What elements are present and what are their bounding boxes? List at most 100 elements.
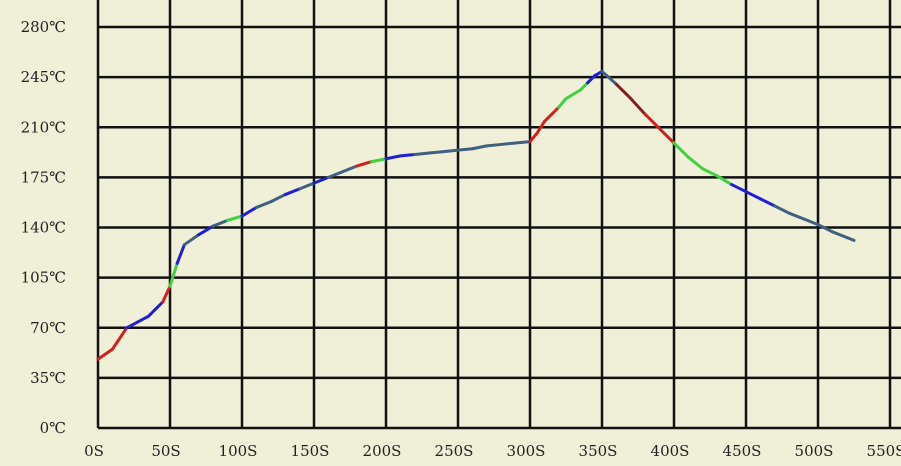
curve-point [313, 182, 315, 184]
curve-point [255, 206, 258, 209]
curve-segment [542, 105, 561, 124]
curve-point [298, 188, 301, 190]
curve-point [327, 176, 330, 179]
curve-segment [146, 300, 165, 318]
x-tick-label: 450S [723, 442, 762, 460]
y-tick-label: 140℃ [21, 219, 66, 237]
curve-segment [254, 200, 273, 209]
grid [96, 0, 901, 430]
curve-point [342, 170, 344, 173]
curve-point [716, 175, 718, 177]
x-tick-label: 500S [795, 442, 834, 460]
curve-segment [830, 230, 849, 240]
curve-segment [197, 224, 215, 237]
curve-segment [269, 193, 287, 204]
curve-segment [578, 81, 590, 92]
curve-point [162, 301, 164, 303]
y-tick-label: 210℃ [21, 118, 66, 136]
curve-segment [456, 147, 474, 152]
y-tick-label: 175℃ [21, 168, 66, 186]
temperature-curve [96, 69, 856, 361]
x-tick-label: 250S [435, 442, 474, 460]
curve-segment [168, 261, 179, 288]
curve-segment [161, 284, 172, 304]
curve-point [514, 142, 517, 144]
curve-point [241, 215, 243, 217]
curve-segment [110, 326, 129, 351]
curve-segment [658, 127, 676, 145]
curve-point [630, 97, 632, 100]
x-tick-label: 400S [651, 442, 690, 460]
curve-segment [535, 120, 546, 135]
curve-segment [298, 181, 316, 191]
curve-segment [773, 204, 791, 215]
curve-segment [758, 197, 777, 208]
curve-point [601, 70, 603, 73]
curve-point [565, 97, 567, 100]
curve-point [212, 225, 214, 227]
curve-point [126, 326, 128, 329]
curve-segment [744, 190, 762, 201]
curve-segment [643, 112, 662, 131]
curve-segment [514, 140, 532, 145]
curve-point [529, 140, 531, 143]
curve-point [673, 142, 675, 144]
curve-point [428, 152, 431, 154]
curve-point [176, 262, 178, 265]
y-tick-label: 70℃ [30, 319, 66, 337]
curve-point [730, 183, 733, 186]
curve-point [169, 285, 171, 288]
curve-segment [485, 142, 503, 148]
curve-point [500, 143, 503, 146]
curve-segment [312, 175, 330, 185]
curve-segment [125, 314, 150, 330]
curve-segment [96, 347, 114, 361]
curve-segment [715, 174, 734, 187]
curve-segment [845, 236, 856, 242]
x-axis-labels: 0S 50S 100S 150S 200S 250S 300S 350S 400S 450S 500… [84, 442, 901, 460]
y-axis-labels: 0℃ 35℃ 70℃ 105℃ 140℃ 175℃ 210℃ 245℃ 280℃ [21, 18, 66, 437]
x-tick-label: 350S [579, 442, 618, 460]
curve-point [615, 83, 618, 86]
curve-segment [427, 150, 446, 155]
curve-segment [175, 243, 186, 265]
curve-point [853, 239, 855, 242]
curve-point [687, 156, 690, 159]
curve-point [702, 167, 704, 170]
curve-point [586, 82, 589, 84]
curve-segment [341, 164, 359, 174]
curve-point [759, 198, 762, 200]
curve-segment [686, 155, 705, 171]
x-tick-label: 200S [363, 442, 402, 460]
y-tick-label: 280℃ [21, 18, 66, 36]
curve-segment [413, 151, 431, 156]
curve-segment [384, 154, 402, 161]
curve-point [97, 358, 99, 361]
curve-segment [326, 170, 345, 179]
curve-point [370, 160, 373, 163]
curve-point [558, 106, 560, 108]
curve-segment [470, 144, 489, 151]
curve-segment [730, 183, 748, 194]
curve-segment [355, 160, 374, 168]
y-tick-label: 0℃ [40, 419, 66, 437]
x-tick-label: 300S [507, 442, 546, 460]
curve-segment [398, 152, 417, 158]
curve-point [147, 315, 150, 318]
curve-segment [614, 82, 633, 101]
curve-point [817, 223, 819, 226]
curve-segment [557, 97, 568, 109]
curve-point [414, 153, 416, 156]
curve-point [536, 132, 538, 134]
curve-segment [240, 205, 258, 218]
curve-segment [442, 148, 460, 154]
curve-point [111, 348, 114, 351]
curve-segment [816, 223, 834, 234]
curve-segment [787, 211, 806, 221]
curve-point [802, 218, 805, 220]
curve-point [594, 74, 596, 77]
curve-segment [586, 74, 597, 85]
curve-point [644, 113, 646, 116]
